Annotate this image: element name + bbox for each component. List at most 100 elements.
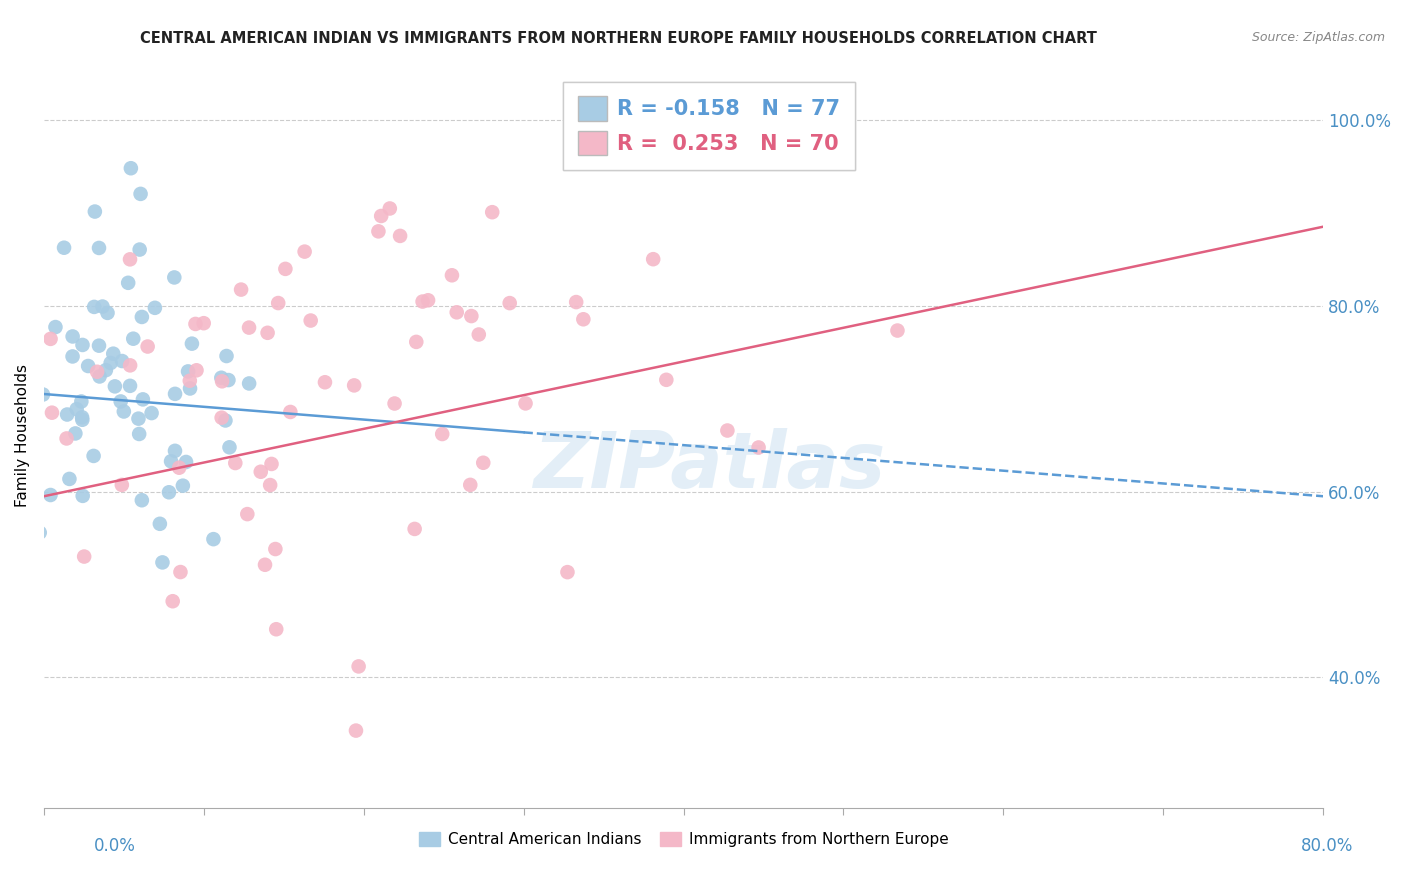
Point — [149, 516, 172, 531]
Point — [253, 558, 276, 572]
Point — [202, 532, 225, 546]
Point — [111, 354, 134, 368]
Point — [163, 443, 186, 458]
Point — [1, 476, 24, 491]
Point — [264, 542, 287, 557]
Point — [53, 241, 76, 255]
Point — [446, 305, 468, 319]
Point — [314, 376, 336, 390]
Point — [0, 264, 3, 278]
Point — [163, 270, 186, 285]
Point — [238, 376, 260, 391]
Point — [70, 394, 93, 409]
Point — [655, 373, 678, 387]
Point — [180, 336, 202, 351]
Point — [18, 336, 41, 351]
Point — [73, 549, 96, 564]
Point — [62, 329, 84, 343]
Point — [72, 338, 94, 352]
Point — [89, 369, 111, 384]
Point — [177, 364, 200, 378]
Point — [214, 413, 236, 427]
Point — [193, 316, 215, 330]
Point — [294, 244, 316, 259]
Point — [44, 320, 66, 334]
Point — [367, 224, 389, 238]
Point — [169, 565, 191, 579]
Point — [110, 394, 132, 409]
Point — [0, 432, 21, 446]
Point — [87, 339, 110, 353]
Point — [267, 296, 290, 310]
Point — [162, 594, 184, 608]
Point — [259, 478, 281, 492]
Point — [21, 427, 44, 442]
Point — [236, 507, 259, 521]
Point — [0, 245, 22, 260]
Point — [118, 379, 141, 393]
Point — [131, 493, 153, 508]
Point — [886, 324, 908, 338]
Point — [218, 440, 240, 454]
Point — [344, 723, 367, 738]
Point — [157, 485, 180, 500]
Point — [347, 659, 370, 673]
Point — [32, 387, 55, 401]
Point — [179, 374, 201, 388]
Point — [132, 392, 155, 407]
Point — [141, 406, 163, 420]
Point — [39, 488, 62, 502]
Point — [118, 252, 141, 267]
Point — [515, 396, 537, 410]
Text: 0.0%: 0.0% — [94, 837, 136, 855]
Point — [260, 457, 283, 471]
Point — [28, 525, 51, 540]
Point — [458, 478, 481, 492]
Point — [120, 359, 142, 373]
Point — [122, 332, 145, 346]
Point — [83, 300, 105, 314]
Point — [416, 293, 439, 308]
Point — [280, 405, 302, 419]
Point — [572, 312, 595, 326]
Point — [152, 555, 174, 569]
Point — [499, 296, 522, 310]
Point — [3, 327, 25, 342]
Point — [174, 455, 197, 469]
Point — [112, 404, 135, 418]
Point — [412, 294, 434, 309]
Point — [104, 379, 127, 393]
Point — [91, 300, 114, 314]
Point — [343, 378, 366, 392]
Point — [472, 456, 495, 470]
Point — [103, 346, 125, 360]
Legend: R = -0.158   N = 77, R =  0.253   N = 70: R = -0.158 N = 77, R = 0.253 N = 70 — [564, 82, 855, 169]
Point — [55, 432, 77, 446]
Point — [238, 320, 260, 334]
Point — [229, 283, 252, 297]
Point — [127, 411, 149, 425]
Point — [86, 365, 108, 379]
Point — [94, 363, 117, 377]
Point — [56, 408, 79, 422]
Point — [274, 261, 297, 276]
Point — [39, 332, 62, 346]
Point — [378, 202, 401, 216]
Point — [70, 410, 93, 425]
Point — [65, 426, 87, 441]
Point — [211, 374, 233, 388]
Point — [72, 413, 94, 427]
Point — [224, 456, 246, 470]
Point — [62, 350, 84, 364]
Point — [565, 295, 588, 310]
Point — [405, 334, 427, 349]
Point — [41, 406, 63, 420]
Point — [215, 349, 238, 363]
Point — [179, 382, 201, 396]
Point — [460, 309, 482, 323]
Text: CENTRAL AMERICAN INDIAN VS IMMIGRANTS FROM NORTHERN EUROPE FAMILY HOUSEHOLDS COR: CENTRAL AMERICAN INDIAN VS IMMIGRANTS FR… — [141, 31, 1097, 46]
Point — [370, 209, 392, 223]
Point — [143, 301, 166, 315]
Point — [264, 622, 287, 636]
Point — [66, 402, 89, 417]
